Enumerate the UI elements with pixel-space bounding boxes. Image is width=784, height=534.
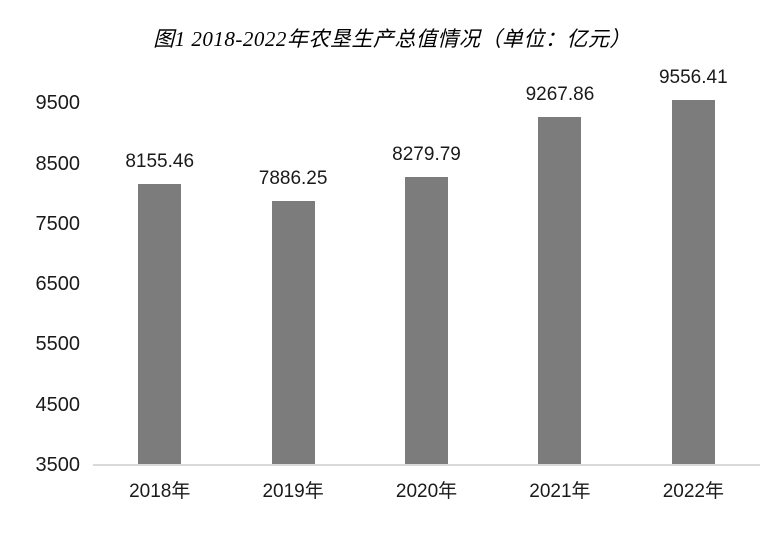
bar-slot: 7886.25 <box>226 168 359 465</box>
bar <box>138 184 182 465</box>
bar <box>671 100 715 465</box>
plot-area: 8155.46 7886.25 8279.79 9267.86 9556.41 <box>93 60 760 465</box>
y-tick-label: 9500 <box>35 92 81 115</box>
x-category-label: 2018年 <box>129 481 191 502</box>
x-category-label: 2019年 <box>262 481 324 502</box>
y-axis: 3500 4500 5500 6500 7500 8500 9500 <box>0 0 81 534</box>
bar <box>271 201 315 465</box>
bar-slot: 9267.86 <box>493 84 626 465</box>
x-category-label: 2020年 <box>395 481 458 502</box>
x-category-label: 2022年 <box>662 481 724 502</box>
y-tick-label: 4500 <box>35 393 81 416</box>
bar-value-label: 7886.25 <box>258 168 328 189</box>
bar-slot: 8155.46 <box>93 151 226 465</box>
bar-value-label: 8155.46 <box>125 151 195 172</box>
chart-title: 图1 2018-2022年农垦生产总值情况（单位：亿元） <box>153 27 631 51</box>
bar <box>538 117 582 465</box>
y-tick-label: 3500 <box>35 454 81 476</box>
bar-value-label: 8279.79 <box>392 144 461 165</box>
y-tick-label: 5500 <box>35 333 81 356</box>
y-tick-label: 7500 <box>35 212 81 235</box>
bar <box>405 177 449 465</box>
y-tick-label: 8500 <box>35 152 81 175</box>
x-axis-labels: 2018年 2019年 2020年 2021年 2022年 <box>93 480 760 504</box>
bar-slot: 9556.41 <box>627 67 760 465</box>
x-axis-line <box>93 464 760 466</box>
y-tick-label: 6500 <box>35 273 81 296</box>
bar-value-label: 9556.41 <box>658 67 728 88</box>
x-category-label: 2021年 <box>529 481 591 502</box>
bar-value-label: 9267.86 <box>525 84 595 105</box>
bar-slot: 8279.79 <box>360 144 493 465</box>
